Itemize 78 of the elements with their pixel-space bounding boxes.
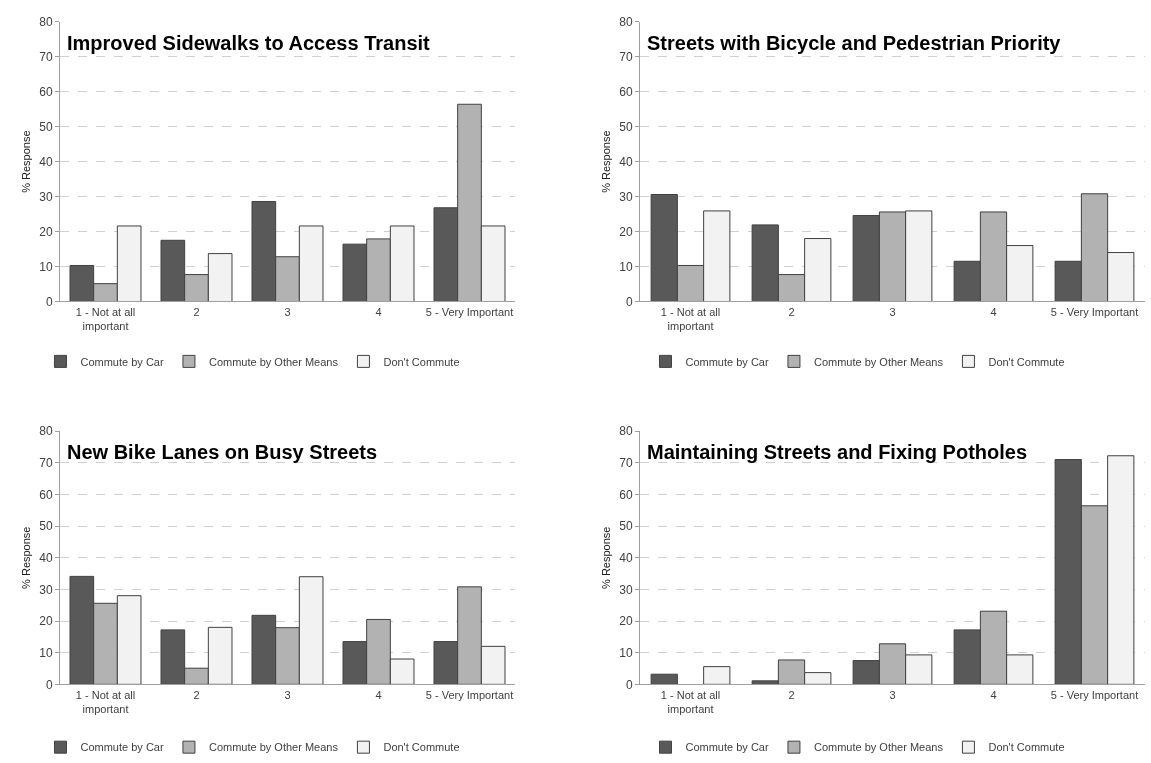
x-tick-label: 3 xyxy=(889,688,896,701)
y-tick-label: 70 xyxy=(39,455,53,470)
x-tick-label: 1 - Not at all important xyxy=(75,305,136,332)
y-tick-label: 60 xyxy=(619,487,633,502)
x-tick-label: 3 xyxy=(284,688,291,701)
y-tick-label: 10 xyxy=(619,259,633,274)
y-tick-label: 20 xyxy=(619,614,633,629)
y-tick-label: 30 xyxy=(39,189,53,204)
y-tick-label: 30 xyxy=(39,582,53,597)
y-tick-label: 80 xyxy=(619,424,633,439)
x-tick-label: 4 xyxy=(375,305,382,318)
y-tick-label: 60 xyxy=(619,84,633,99)
legend-label: Commute by Car xyxy=(685,741,769,754)
y-tick-label: 40 xyxy=(39,550,53,565)
bar xyxy=(650,673,678,685)
y-axis-title: % Response xyxy=(19,130,32,193)
legend-label: Don't Commute xyxy=(383,741,460,754)
y-tick-label: 70 xyxy=(619,455,633,470)
y-tick-label: 0 xyxy=(45,294,53,309)
y-tick-label: 60 xyxy=(39,84,53,99)
y-tick-label: 50 xyxy=(39,519,53,534)
y-tick-label: 80 xyxy=(39,424,53,439)
x-tick-label: 2 xyxy=(788,305,795,318)
y-tick-label: 70 xyxy=(619,49,633,64)
y-tick-label: 70 xyxy=(39,49,53,64)
x-tick-label: 5 - Very Important xyxy=(1050,688,1139,701)
text: Streets with Bicycle and Pedestrian Priority xyxy=(647,32,1062,54)
legend-label: Commute by Other Means xyxy=(208,741,339,754)
x-tick-label: 1 - Not at all important xyxy=(660,305,721,332)
y-tick-label: 0 xyxy=(625,294,633,309)
y-tick-label: 50 xyxy=(619,119,633,134)
y-tick-label: 30 xyxy=(619,189,633,204)
y-tick-label: 20 xyxy=(619,224,633,239)
text: New Bike Lanes on Busy Streets xyxy=(67,441,378,463)
y-tick-label: 0 xyxy=(625,677,633,692)
y-tick-label: 80 xyxy=(39,14,53,29)
x-tick-label: 2 xyxy=(193,305,200,318)
x-tick-label: 5 - Very Important xyxy=(1050,305,1139,318)
y-axis-title: % Response xyxy=(19,526,32,589)
y-tick-label: 10 xyxy=(619,645,633,660)
y-tick-label: 40 xyxy=(39,154,53,169)
legend-label: Commute by Other Means xyxy=(813,355,944,368)
legend-label: Commute by Car xyxy=(80,355,164,368)
y-tick-label: 40 xyxy=(619,154,633,169)
x-tick-label: 4 xyxy=(990,305,997,318)
y-tick-label: 40 xyxy=(619,550,633,565)
x-tick-label: 5 - Very Important xyxy=(425,305,514,318)
text: Maintaining Streets and Fixing Potholes xyxy=(647,441,1028,463)
y-tick-label: 20 xyxy=(39,614,53,629)
y-tick-label: 50 xyxy=(619,519,633,534)
x-tick-label: 1 - Not at all important xyxy=(660,688,721,715)
y-tick-label: 60 xyxy=(39,487,53,502)
x-tick-label: 3 xyxy=(889,305,896,318)
legend-label: Commute by Car xyxy=(80,741,164,754)
legend-label: Commute by Other Means xyxy=(208,355,339,368)
x-tick-label: 4 xyxy=(375,688,382,701)
y-tick-label: 10 xyxy=(39,645,53,660)
y-axis-title: % Response xyxy=(599,130,612,193)
y-tick-label: 30 xyxy=(619,582,633,597)
legend-label: Don't Commute xyxy=(383,355,460,368)
x-tick-label: 3 xyxy=(284,305,291,318)
y-tick-label: 20 xyxy=(39,224,53,239)
x-tick-label: 2 xyxy=(193,688,200,701)
y-axis-title: % Response xyxy=(599,526,612,589)
y-tick-label: 0 xyxy=(45,677,53,692)
legend-label: Commute by Car xyxy=(685,355,769,368)
x-tick-label: 2 xyxy=(788,688,795,701)
text: Improved Sidewalks to Access Transit xyxy=(67,32,431,54)
x-tick-label: 4 xyxy=(990,688,997,701)
y-tick-label: 80 xyxy=(619,14,633,29)
x-tick-label: 1 - Not at all important xyxy=(75,688,136,715)
y-tick-label: 50 xyxy=(39,119,53,134)
x-tick-label: 5 - Very Important xyxy=(425,688,514,701)
bar xyxy=(703,666,731,685)
legend-label: Don't Commute xyxy=(988,355,1065,368)
legend-label: Don't Commute xyxy=(988,741,1065,754)
y-tick-label: 10 xyxy=(39,259,53,274)
legend-label: Commute by Other Means xyxy=(813,741,944,754)
